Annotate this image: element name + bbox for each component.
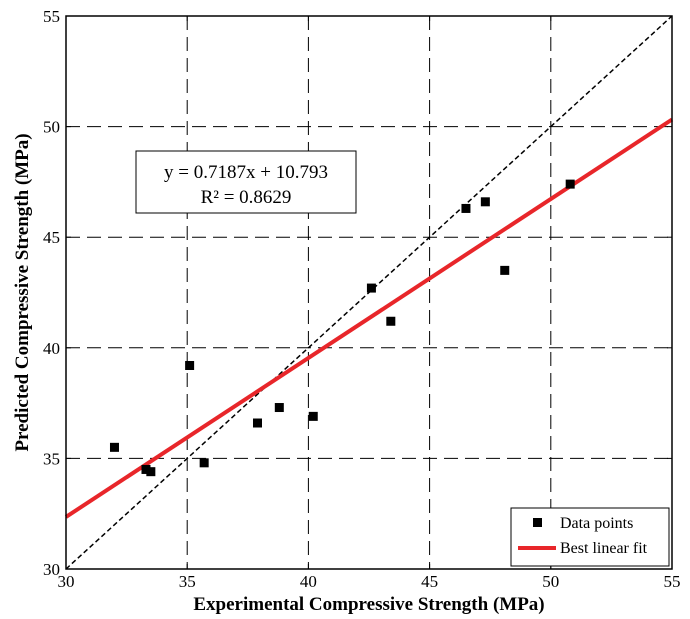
x-axis-label: Experimental Compressive Strength (MPa) — [193, 594, 544, 615]
legend-label-data-points: Data points — [560, 515, 633, 532]
data-point — [109, 442, 119, 452]
y-tick-label: 50 — [43, 118, 60, 137]
x-tick-label: 40 — [300, 572, 317, 591]
y-tick-label: 45 — [43, 228, 60, 247]
tick-labels: 30 35 40 45 50 55 30 35 40 45 50 55 — [43, 7, 681, 591]
x-tick-label: 35 — [179, 572, 196, 591]
data-point — [146, 467, 156, 477]
y-tick-label: 55 — [43, 7, 60, 26]
data-point — [308, 411, 318, 421]
data-point — [199, 458, 209, 468]
legend-box — [510, 507, 670, 567]
y-tick-label: 30 — [43, 560, 60, 579]
data-point — [461, 203, 471, 213]
grid — [66, 16, 672, 569]
plot-frame — [65, 15, 673, 570]
r-squared-text: R² = 0.8629 — [201, 187, 292, 208]
legend: Data points Best linear fit — [510, 507, 670, 567]
data-point — [386, 316, 396, 326]
data-point — [500, 265, 510, 275]
x-tick-label: 55 — [664, 572, 681, 591]
data-points-layer — [109, 179, 575, 477]
data-point — [366, 283, 376, 293]
legend-label-best-fit: Best linear fit — [560, 540, 648, 557]
data-point — [252, 418, 262, 428]
data-point — [141, 464, 151, 474]
y-axis-label: Predicted Compressive Strength (MPa) — [12, 133, 33, 451]
y-tick-label: 35 — [43, 449, 60, 468]
data-point — [274, 403, 284, 413]
x-tick-label: 50 — [542, 572, 559, 591]
y-tick-label: 40 — [43, 339, 60, 358]
equation-annotation: y = 0.7187x + 10.793 R² = 0.8629 — [135, 150, 357, 214]
legend-marker-data-points — [533, 518, 542, 527]
equation-text: y = 0.7187x + 10.793 — [164, 162, 328, 183]
data-point — [185, 360, 195, 370]
data-point — [480, 197, 490, 207]
x-tick-label: 45 — [421, 572, 438, 591]
x-tick-label: 30 — [58, 572, 75, 591]
data-point — [565, 179, 575, 189]
equation-box — [135, 150, 357, 214]
